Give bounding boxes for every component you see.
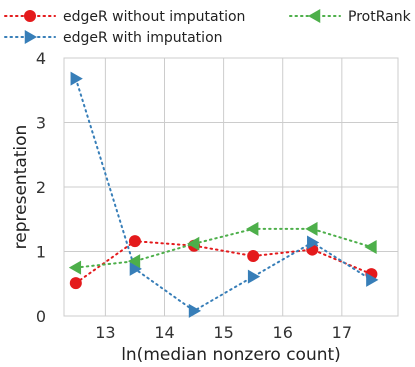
data-point xyxy=(129,261,142,276)
legend-entry: edgeR with imputation xyxy=(4,30,223,46)
legend-marker xyxy=(24,30,37,44)
series-3 xyxy=(68,221,377,275)
data-point xyxy=(127,254,141,269)
plot-frame xyxy=(63,57,399,317)
data-point xyxy=(68,260,82,275)
series-line xyxy=(74,240,373,285)
y-tick-label: 2 xyxy=(36,178,46,197)
legend-entry: ProtRank xyxy=(289,9,412,25)
x-tick-label: 14 xyxy=(154,323,174,342)
series-2 xyxy=(70,71,379,318)
y-tick-label: 4 xyxy=(36,49,46,68)
legend-marker xyxy=(308,9,321,23)
x-tick-label: 13 xyxy=(95,323,115,342)
series-line xyxy=(74,77,373,313)
data-point xyxy=(70,71,83,86)
x-axis-label: ln(median nonzero count) xyxy=(121,345,341,365)
series-layer xyxy=(68,71,379,318)
y-tick-label: 3 xyxy=(36,114,46,133)
y-tick-labels: 0 1 2 3 4 xyxy=(36,49,46,326)
y-axis-label: representation xyxy=(11,125,31,250)
data-point xyxy=(187,236,200,251)
data-point xyxy=(247,269,261,284)
data-point xyxy=(246,221,259,236)
data-point xyxy=(307,235,320,250)
data-point xyxy=(366,272,379,287)
x-tick-label: 16 xyxy=(273,323,293,342)
legend-label: edgeR with imputation xyxy=(63,30,223,46)
x-tick-label: 15 xyxy=(213,323,233,342)
legend: edgeR without imputation edgeR with imput… xyxy=(4,9,412,46)
legend-marker xyxy=(24,10,36,22)
y-tick-label: 1 xyxy=(36,243,46,262)
data-point xyxy=(364,239,377,254)
x-tick-labels: 13 14 15 16 17 xyxy=(95,323,352,342)
legend-entry: edgeR without imputation xyxy=(4,9,245,25)
data-point xyxy=(128,235,141,248)
data-point xyxy=(247,250,260,263)
series-1 xyxy=(69,235,378,290)
x-tick-label: 17 xyxy=(332,323,352,342)
data-point xyxy=(69,277,82,290)
series-line xyxy=(74,227,373,269)
data-point xyxy=(305,221,318,236)
grid xyxy=(64,57,398,317)
legend-label: ProtRank xyxy=(348,9,412,25)
legend-label: edgeR without imputation xyxy=(63,9,245,25)
data-point xyxy=(188,303,202,318)
y-tick-label: 0 xyxy=(36,307,46,326)
